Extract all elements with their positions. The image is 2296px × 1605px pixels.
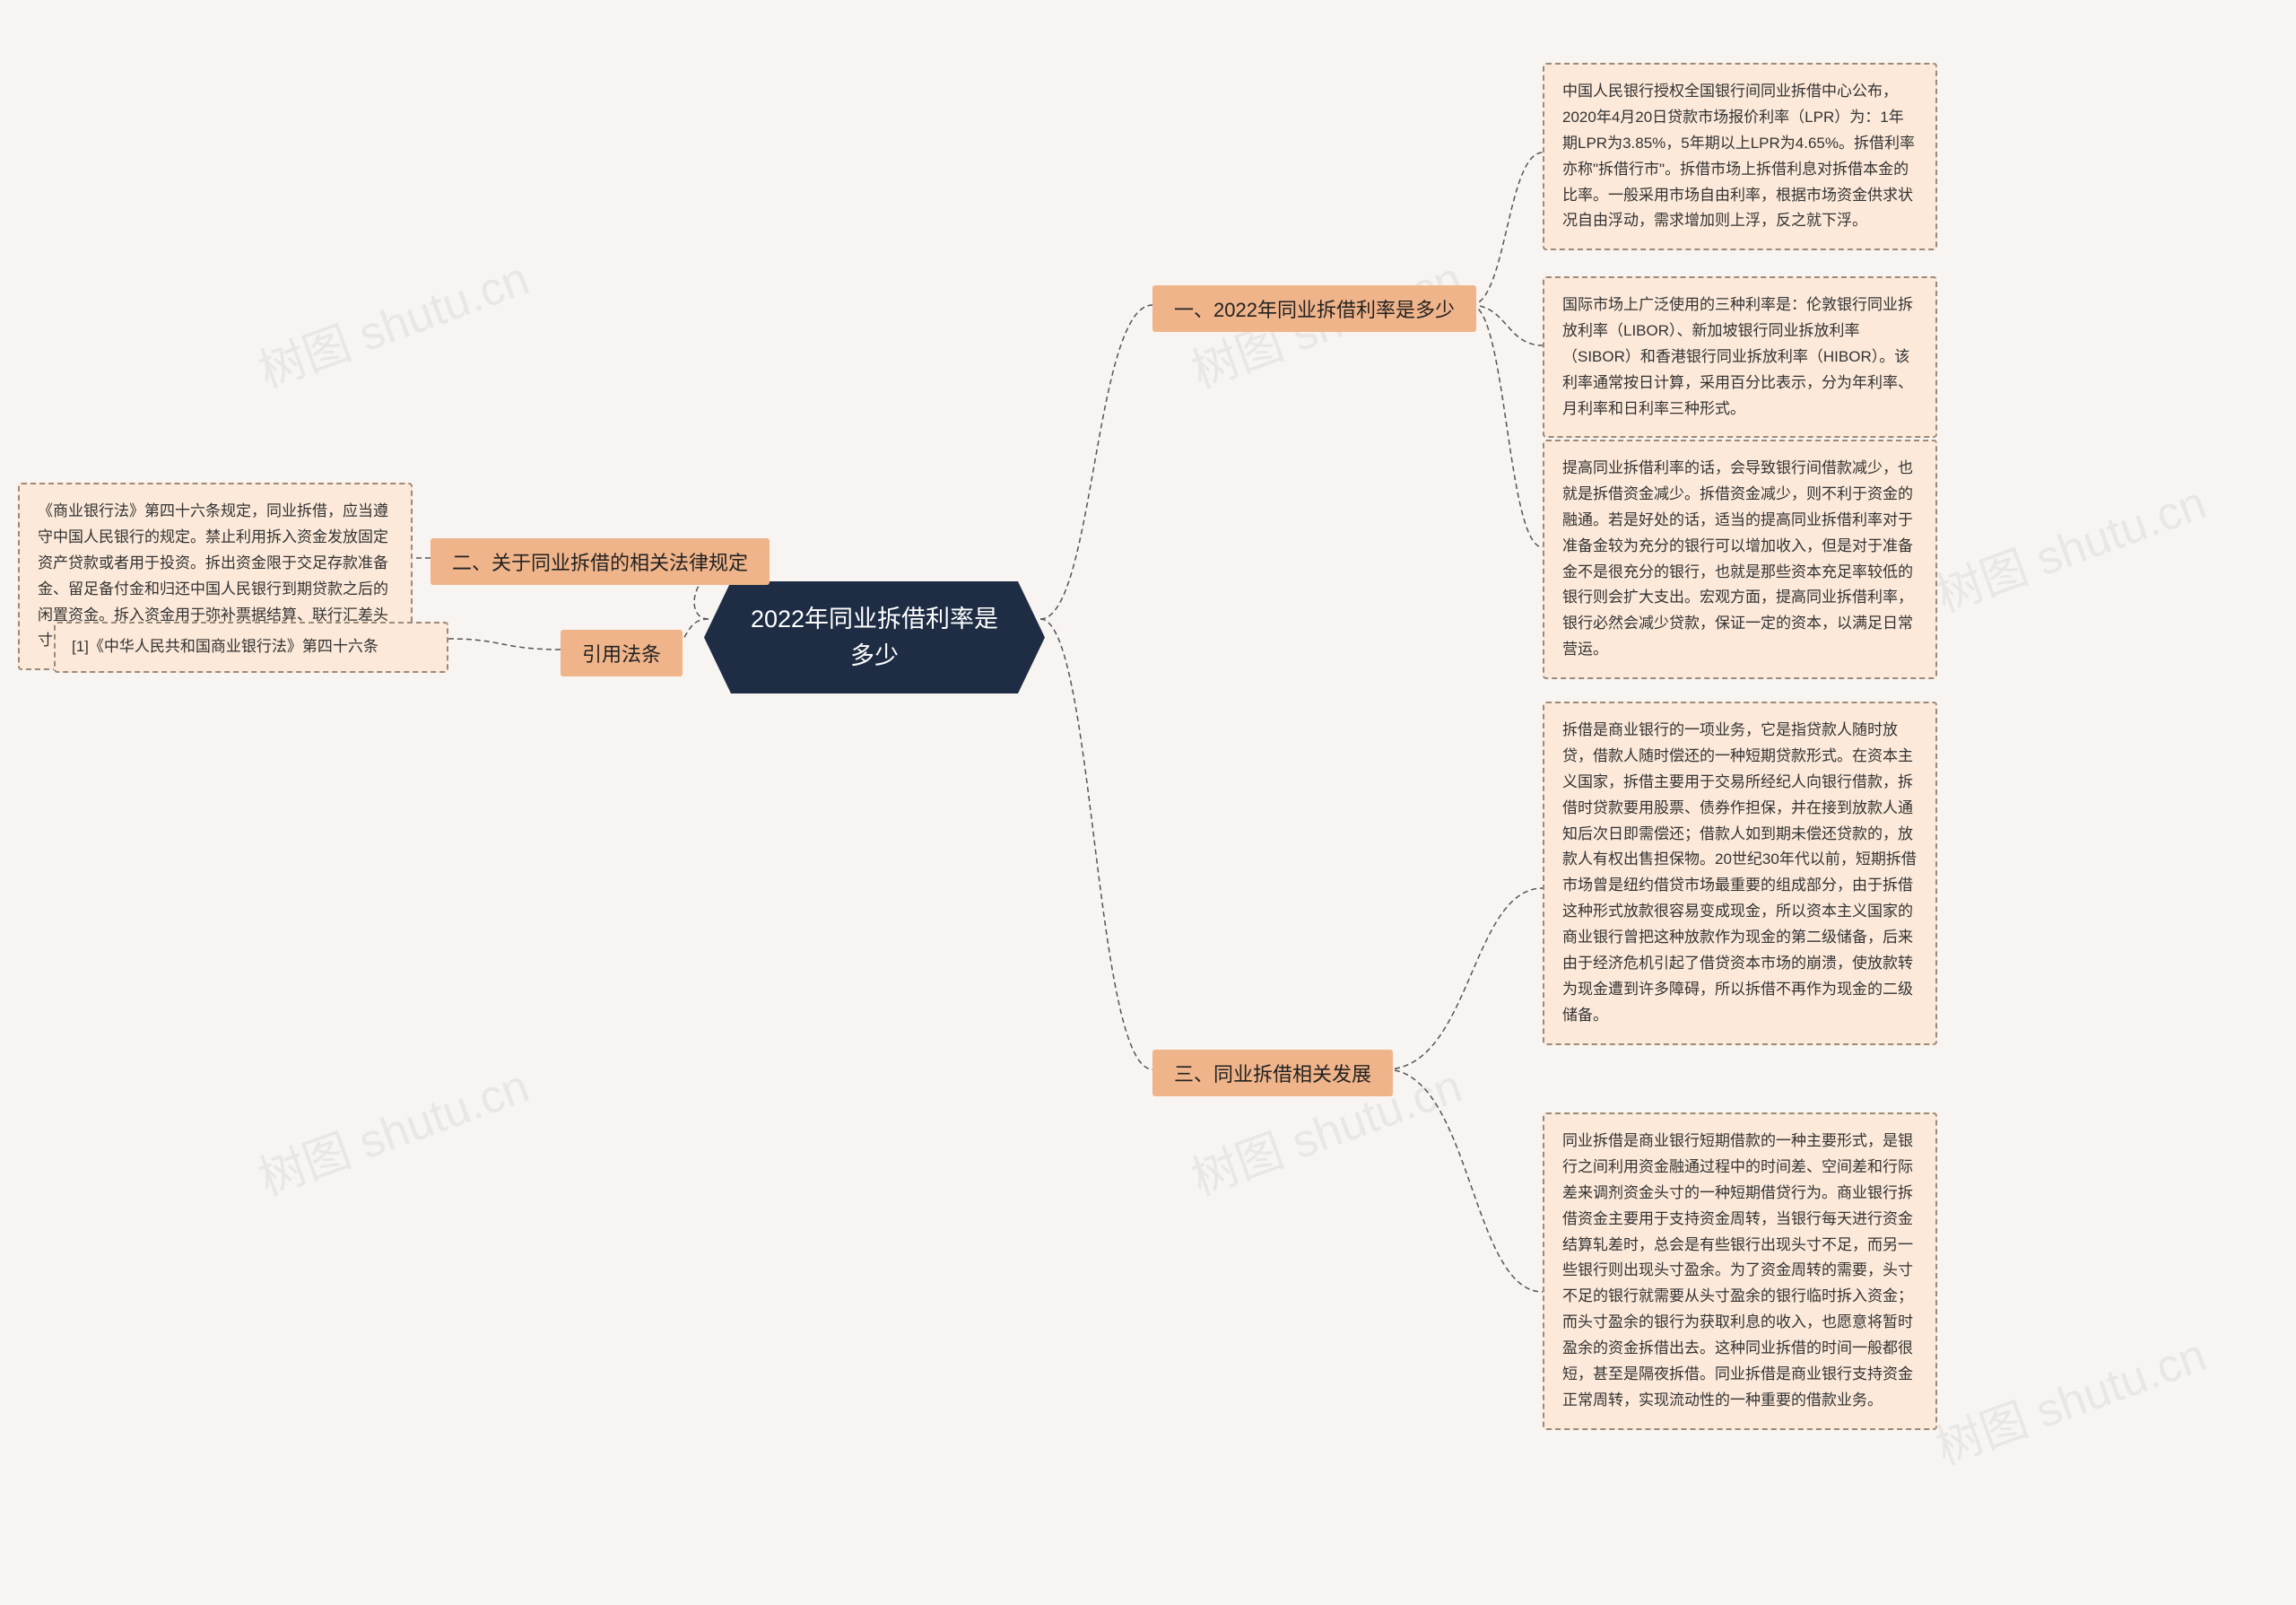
leaf-interbank-history: 拆借是商业银行的一项业务，它是指贷款人随时放贷，借款人随时偿还的一种短期贷款形式… — [1543, 702, 1937, 1045]
watermark: 树图 shutu.cn — [248, 240, 537, 400]
branch-development: 三、同业拆借相关发展 — [1152, 1050, 1393, 1096]
watermark: 树图 shutu.cn — [1926, 465, 2214, 624]
leaf-lpr-rates: 中国人民银行授权全国银行间同业拆借中心公布，2020年4月20日贷款市场报价利率… — [1543, 63, 1937, 250]
leaf-reference-article: [1]《中华人民共和国商业银行法》第四十六条 — [54, 622, 448, 673]
branch-rate: 一、2022年同业拆借利率是多少 — [1152, 285, 1476, 332]
leaf-rate-impact: 提高同业拆借利率的话，会导致银行间借款减少，也就是拆借资金减少。拆借资金减少，则… — [1543, 440, 1937, 679]
branch-law: 二、关于同业拆借的相关法律规定 — [430, 538, 770, 585]
watermark: 树图 shutu.cn — [248, 1048, 537, 1208]
leaf-interbank-lending: 同业拆借是商业银行短期借款的一种主要形式，是银行之间利用资金融通过程中的时间差、… — [1543, 1112, 1937, 1430]
watermark: 树图 shutu.cn — [1926, 1317, 2214, 1477]
leaf-international-rates: 国际市场上广泛使用的三种利率是：伦敦银行同业拆放利率（LIBOR）、新加坡银行同… — [1543, 276, 1937, 438]
connector-layer — [0, 0, 2296, 1605]
center-node: 2022年同业拆借利率是多少 — [704, 581, 1045, 693]
branch-reference: 引用法条 — [561, 630, 683, 676]
